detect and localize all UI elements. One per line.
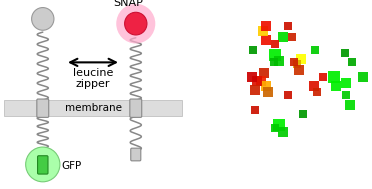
- Point: [272, 43, 278, 46]
- Point: [272, 127, 278, 130]
- Point: [360, 76, 366, 79]
- Point: [262, 72, 267, 75]
- Point: [252, 109, 258, 112]
- Point: [276, 59, 282, 62]
- Point: [260, 30, 266, 33]
- Text: SNAP: SNAP: [113, 0, 143, 8]
- Point: [298, 57, 304, 60]
- Point: [289, 35, 295, 38]
- Text: 1 μm: 1 μm: [308, 150, 337, 160]
- Circle shape: [26, 147, 60, 182]
- Point: [263, 39, 269, 42]
- Point: [272, 54, 278, 57]
- Point: [250, 48, 256, 51]
- Point: [343, 81, 349, 84]
- Text: membrane: membrane: [64, 103, 122, 113]
- Point: [333, 85, 339, 88]
- Circle shape: [116, 4, 155, 43]
- Text: leucine: leucine: [73, 68, 113, 78]
- Point: [331, 76, 337, 79]
- Point: [291, 61, 296, 64]
- FancyBboxPatch shape: [131, 148, 141, 161]
- Point: [312, 48, 318, 51]
- Point: [285, 94, 291, 97]
- Point: [341, 52, 347, 55]
- Point: [349, 61, 355, 64]
- Point: [276, 123, 282, 126]
- Point: [314, 90, 320, 93]
- Point: [294, 63, 300, 66]
- Point: [258, 79, 264, 82]
- Circle shape: [125, 12, 147, 35]
- FancyBboxPatch shape: [37, 99, 49, 117]
- FancyBboxPatch shape: [38, 156, 48, 174]
- Point: [300, 112, 306, 115]
- Point: [280, 131, 286, 134]
- Point: [252, 88, 258, 91]
- Point: [320, 76, 326, 79]
- Point: [285, 24, 291, 27]
- Point: [254, 79, 260, 82]
- Text: GFP: GFP: [61, 161, 81, 171]
- FancyBboxPatch shape: [130, 99, 142, 117]
- Text: zipper: zipper: [76, 79, 110, 89]
- Point: [347, 103, 353, 106]
- Point: [280, 35, 286, 38]
- Point: [296, 68, 302, 71]
- Point: [270, 61, 276, 64]
- Point: [265, 90, 271, 93]
- Bar: [4, 100, 182, 116]
- Point: [249, 76, 255, 79]
- Point: [343, 94, 349, 97]
- Point: [311, 85, 317, 88]
- Circle shape: [32, 8, 54, 30]
- Point: [263, 85, 269, 88]
- Point: [263, 24, 269, 27]
